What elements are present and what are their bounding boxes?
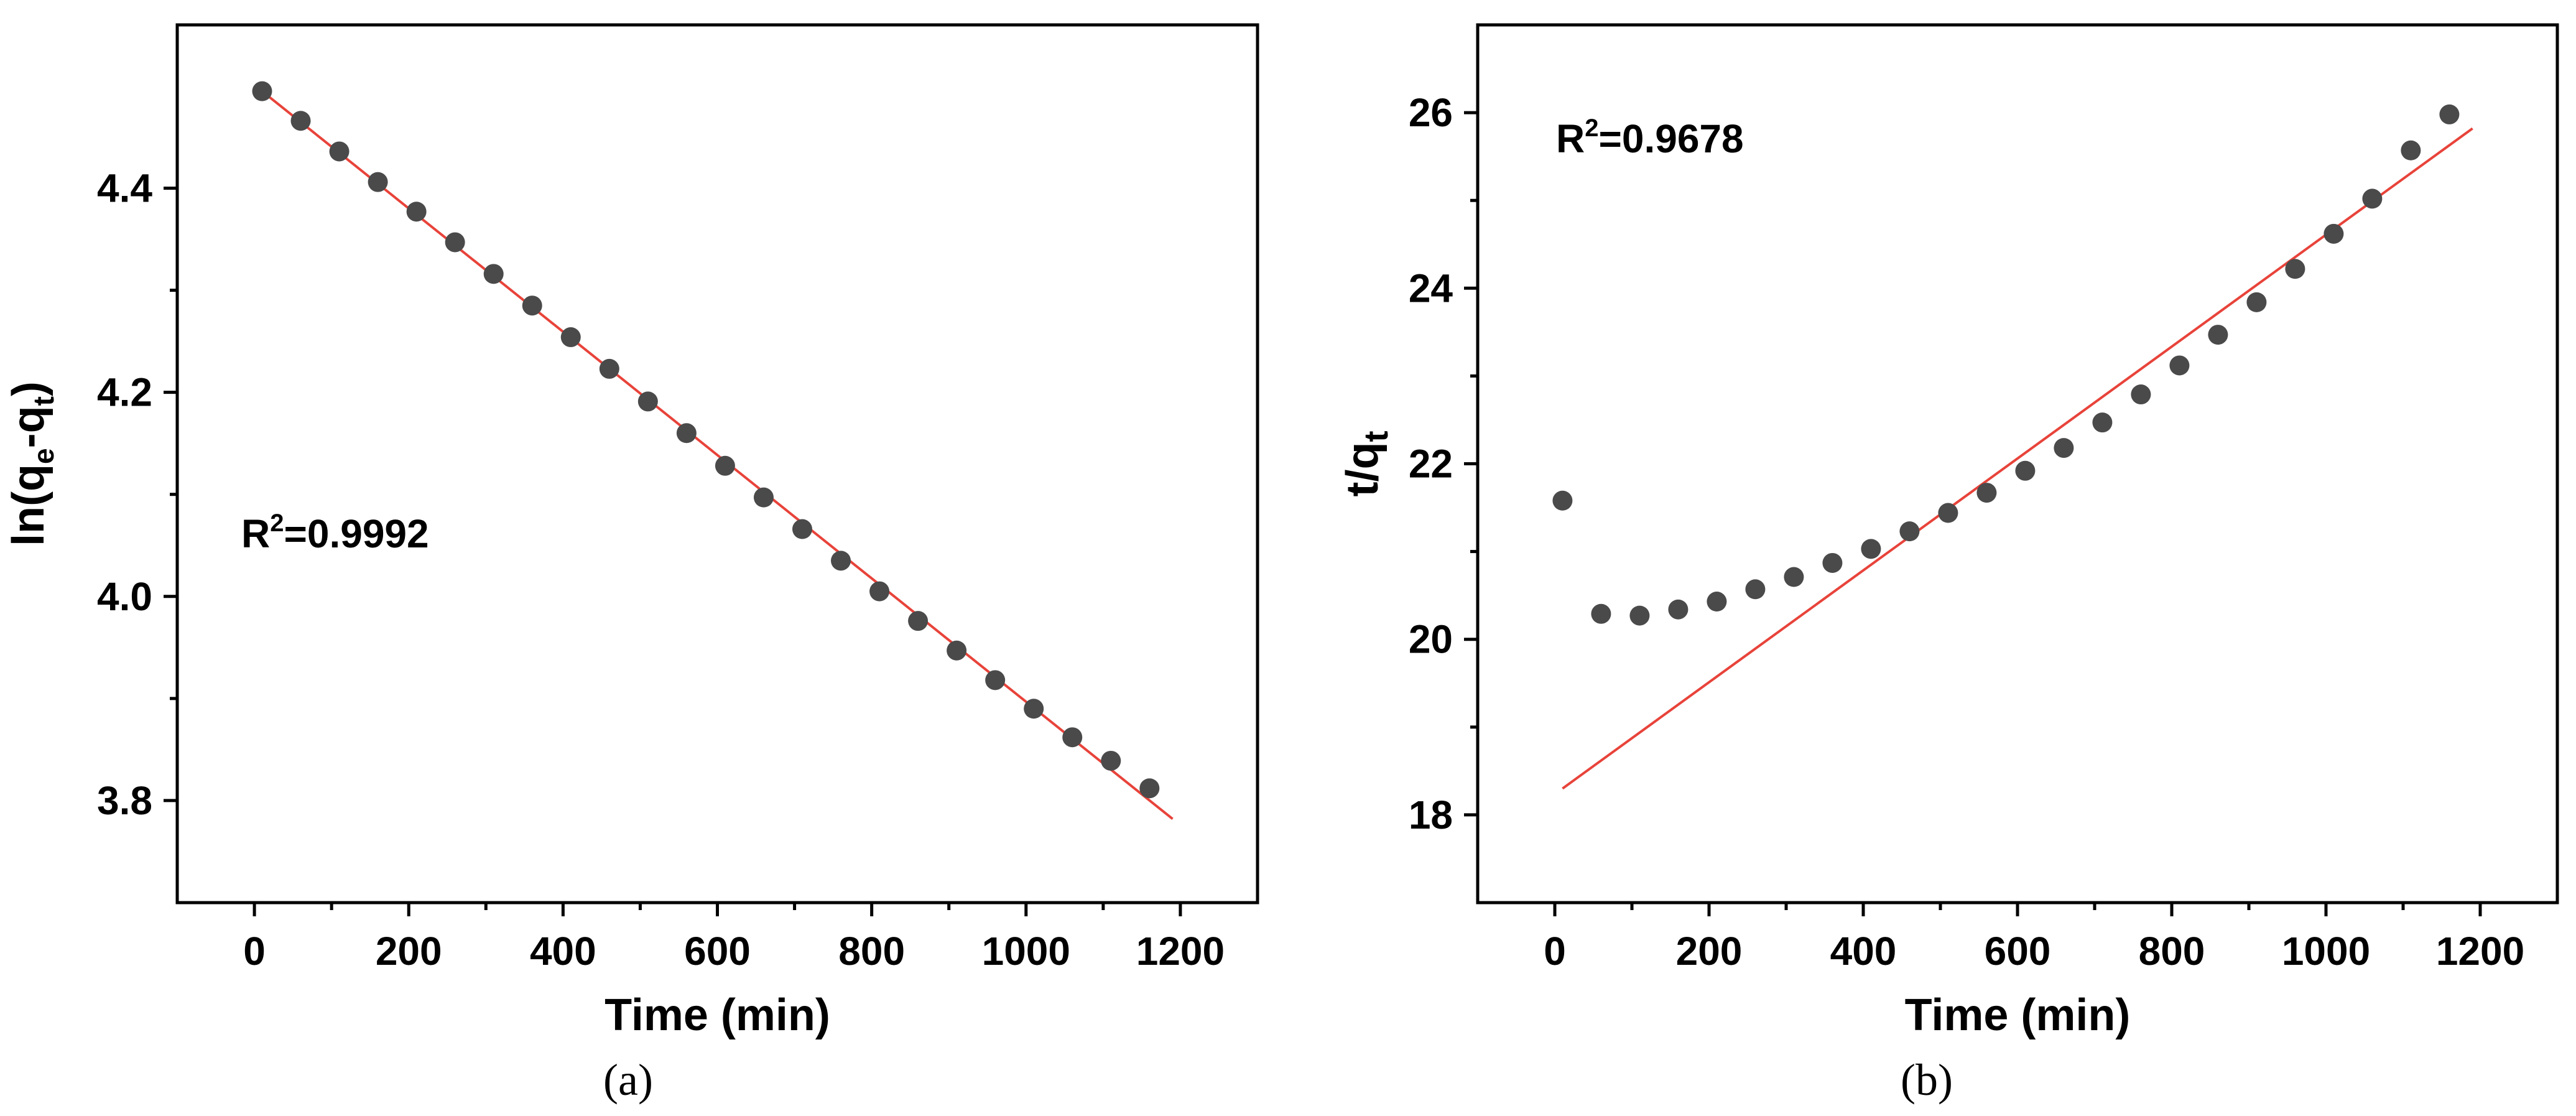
data-point [2246, 292, 2267, 312]
data-point [290, 111, 311, 131]
data-point [1899, 521, 1920, 542]
data-point [1938, 503, 1958, 523]
x-tick-label: 600 [684, 929, 751, 974]
y-tick-label: 20 [1409, 617, 1453, 662]
data-point [637, 391, 658, 412]
data-point [869, 581, 890, 602]
data-point [1745, 579, 1766, 600]
x-tick-label: 200 [1676, 929, 1743, 974]
r-squared-annotation: R2=0.9678 [1556, 114, 1744, 161]
data-point [1822, 552, 1843, 573]
data-point [560, 327, 581, 348]
panel-caption: (a) [603, 1055, 653, 1105]
y-tick-label: 24 [1409, 266, 1453, 310]
x-tick-label: 1000 [2282, 929, 2370, 974]
y-tick-label: 3.8 [97, 778, 152, 823]
data-point [2362, 188, 2383, 209]
data-point [483, 264, 504, 284]
data-point [676, 423, 697, 444]
data-point [2401, 140, 2421, 160]
y-tick-label: 18 [1409, 793, 1453, 837]
data-point [1552, 490, 1573, 511]
chart-b: 0 200 400 600 800 1000 1200 18 20 22 24 26 Time (min… [1338, 23, 2559, 1105]
data-point [1024, 699, 1044, 719]
data-point [2015, 460, 2036, 481]
data-point [1707, 592, 1727, 612]
r-squared-annotation: R2=0.9992 [241, 509, 429, 556]
x-tick-label: 0 [243, 929, 266, 974]
data-point [406, 202, 427, 222]
y-tick-label: 22 [1409, 442, 1453, 486]
x-tick-label: 600 [1985, 929, 2051, 974]
data-point [522, 295, 542, 316]
data-point [947, 640, 967, 661]
fit-line [1562, 127, 2473, 790]
panel-caption: (b) [1901, 1055, 1953, 1105]
data-point [1784, 567, 1804, 587]
y-tick-label: 4.4 [97, 166, 152, 211]
data-point [1591, 603, 1611, 624]
data-point [1976, 483, 1997, 503]
x-tick-label: 1000 [982, 929, 1070, 974]
data-point [2054, 438, 2074, 458]
data-point [1101, 750, 1121, 771]
data-point [2323, 223, 2344, 244]
data-point [2131, 384, 2151, 405]
data-point [445, 232, 465, 253]
x-tick-label: 1200 [2436, 929, 2524, 974]
data-point [753, 487, 774, 508]
y-tick-label: 26 [1409, 90, 1453, 135]
x-axis-label: Time (min) [605, 990, 830, 1040]
data-point [2092, 412, 2113, 433]
x-tick-label: 400 [530, 929, 596, 974]
data-point [985, 670, 1006, 691]
data-point [252, 81, 272, 101]
data-point [599, 358, 619, 379]
x-tick-label: 200 [376, 929, 442, 974]
data-point [1668, 599, 1689, 620]
x-tick-label: 400 [1830, 929, 1897, 974]
y-axis-label: ln(qe-qt) [4, 381, 60, 546]
y-tick-label: 4.2 [97, 370, 152, 415]
data-point [329, 141, 350, 162]
x-tick-label: 800 [838, 929, 905, 974]
data-point [2169, 355, 2190, 376]
y-tick-label: 4.0 [97, 574, 152, 619]
data-point [1629, 605, 1650, 626]
x-tick-label: 1200 [1136, 929, 1225, 974]
x-axis-label: Time (min) [1905, 990, 2131, 1040]
data-point [368, 172, 388, 192]
data-point [2439, 104, 2460, 124]
x-tick-label: 0 [1544, 929, 1566, 974]
data-point [831, 551, 851, 571]
data-point [908, 611, 929, 631]
data-point [1861, 539, 1881, 559]
data-point [1139, 778, 1160, 799]
chart-a: 0 200 400 600 800 1000 1200 3.8 4.0 4.2 4.4 Time (m… [4, 23, 1259, 1105]
data-point [2208, 325, 2228, 345]
data-point [2285, 259, 2305, 279]
y-axis-label: t/qt [1338, 431, 1395, 497]
data-point [1062, 727, 1083, 748]
data-point [715, 455, 735, 476]
data-point [792, 519, 812, 539]
x-tick-label: 800 [2139, 929, 2205, 974]
